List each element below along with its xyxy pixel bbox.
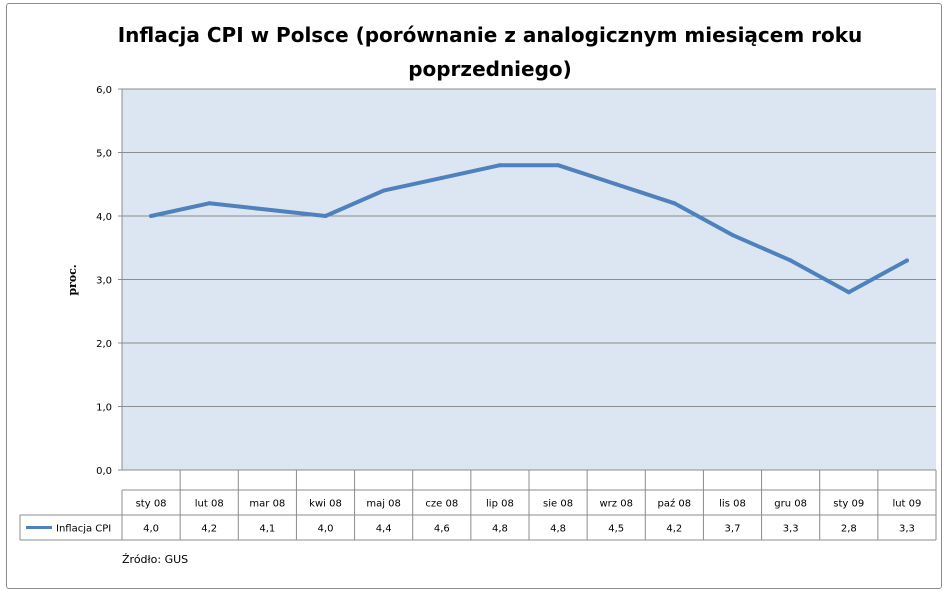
data-point: [556, 163, 561, 168]
data-value-label: 4,0: [318, 524, 334, 535]
data-point: [323, 214, 328, 218]
x-category-label: wrz 08: [599, 499, 632, 510]
x-category-label: cze 08: [425, 499, 458, 510]
data-point: [207, 201, 212, 206]
data-point: [614, 182, 619, 187]
x-category-label: mar 08: [249, 499, 285, 510]
data-point: [904, 258, 909, 263]
x-category-label: sty 08: [136, 499, 167, 510]
y-tick-label: 5,0: [96, 149, 112, 160]
data-value-label: 3,3: [899, 524, 915, 535]
x-category-label: lis 08: [719, 499, 746, 510]
x-category-label: lip 08: [486, 499, 514, 510]
data-point: [381, 188, 386, 193]
data-value-label: 4,4: [376, 524, 392, 535]
y-tick-label: 0,0: [96, 466, 112, 477]
y-tick-label: 3,0: [96, 276, 112, 287]
data-point: [730, 233, 735, 238]
x-category-label: gru 08: [774, 499, 807, 510]
data-point: [265, 207, 270, 212]
x-category-label: sty 09: [833, 499, 864, 510]
x-category-label: lut 09: [892, 499, 921, 510]
x-category-label: maj 08: [366, 499, 401, 510]
data-point: [439, 175, 444, 180]
data-value-label: 4,5: [608, 524, 624, 535]
chart-title: Inflacja CPI w Polsce (porównanie z anal…: [117, 23, 863, 81]
data-value-label: 4,6: [434, 524, 450, 535]
legend-label: Inflacja CPI: [56, 524, 111, 535]
source-note: Źródło: GUS: [122, 553, 189, 566]
data-point: [846, 290, 851, 295]
data-value-label: 4,1: [259, 524, 275, 535]
x-category-label: lut 08: [195, 499, 224, 510]
y-axis-label: proc.: [66, 264, 79, 295]
data-point: [672, 201, 677, 206]
data-point: [788, 258, 793, 263]
data-value-label: 2,8: [841, 524, 857, 535]
y-tick-label: 2,0: [96, 339, 112, 350]
x-category-label: paź 08: [658, 498, 692, 510]
data-value-label: 4,2: [666, 524, 682, 535]
series-line-inflacja-cpi: [149, 163, 909, 295]
data-value-label: 4,2: [201, 524, 217, 535]
y-tick-label: 1,0: [96, 403, 112, 414]
data-value-label: 3,7: [725, 524, 741, 535]
data-value-label: 3,3: [783, 524, 799, 535]
y-tick-label: 4,0: [96, 212, 112, 223]
x-category-label: sie 08: [543, 499, 573, 510]
x-category-label: kwi 08: [309, 499, 342, 510]
data-value-label: 4,8: [492, 524, 508, 535]
y-tick-label: 6,0: [96, 85, 112, 96]
data-value-label: 4,8: [550, 524, 566, 535]
data-point: [497, 163, 502, 168]
data-point: [149, 214, 154, 218]
data-value-label: 4,0: [143, 524, 159, 535]
